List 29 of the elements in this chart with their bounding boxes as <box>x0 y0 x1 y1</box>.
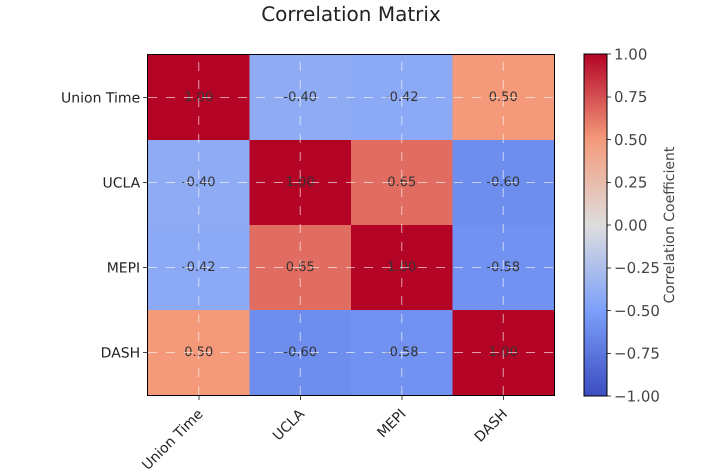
data-label: -0.60 <box>283 344 318 360</box>
data-label: -0.42 <box>182 260 216 275</box>
data-label: -0.60 <box>486 174 520 190</box>
color-bar-label: −0.50 <box>614 302 660 320</box>
data-label: -0.40 <box>182 174 216 190</box>
data-label: 1.00 <box>286 174 315 190</box>
data-label: -0.42 <box>384 90 419 105</box>
data-label: 0.50 <box>184 344 214 360</box>
y-tick-label: MEPI <box>106 260 140 276</box>
color-bar-label: 0.75 <box>614 88 648 106</box>
color-bar-label: −1.00 <box>614 387 660 406</box>
y-tick-label: Union Time <box>61 90 140 106</box>
data-label: 0.65 <box>387 174 416 190</box>
chart-title: Correlation Matrix <box>261 2 441 26</box>
data-label: -0.58 <box>486 260 520 275</box>
data-label: 0.65 <box>286 260 315 275</box>
data-label: 1.00 <box>387 260 416 275</box>
color-bar-label: 0.50 <box>614 130 648 149</box>
color-bar-label: −0.75 <box>614 344 660 362</box>
y-tick-label: UCLA <box>102 175 141 192</box>
color-bar-label: 0.00 <box>614 216 648 234</box>
color-bar-title: Correlation Coefficient <box>662 146 678 304</box>
data-label: -0.58 <box>384 344 419 360</box>
color-bar-label: 0.25 <box>614 174 648 192</box>
data-label: 0.50 <box>488 90 518 105</box>
color-bar-label: −0.25 <box>614 259 660 277</box>
y-tick-label: DASH <box>100 345 140 362</box>
data-label: -0.40 <box>283 90 318 105</box>
color-bar-label: 1.00 <box>614 45 648 64</box>
